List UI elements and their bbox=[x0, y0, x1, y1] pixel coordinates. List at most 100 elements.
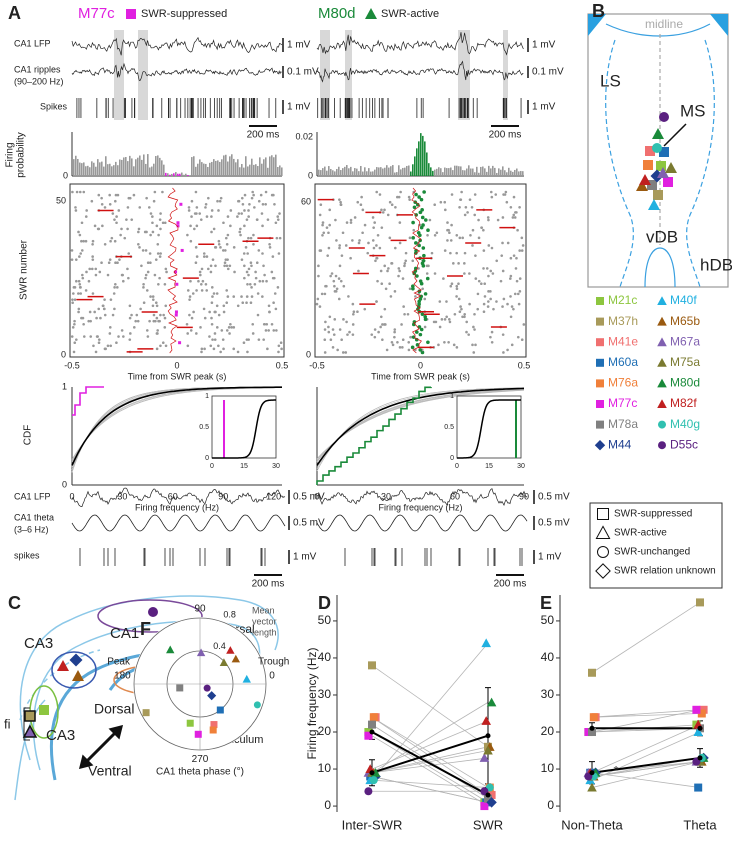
raster-dot bbox=[73, 319, 76, 323]
raster-dot bbox=[255, 261, 259, 265]
raster-dot bbox=[515, 256, 518, 260]
raster-dot bbox=[520, 249, 524, 252]
raster-dot bbox=[370, 333, 374, 336]
hist-bar bbox=[350, 166, 352, 176]
raster-dot bbox=[267, 329, 270, 332]
raster-dot bbox=[418, 210, 423, 215]
legend-marker bbox=[657, 358, 667, 367]
shape-legend-label: SWR-suppressed bbox=[614, 509, 692, 520]
raster-dot bbox=[420, 312, 425, 317]
neuron-point bbox=[481, 638, 491, 648]
neuron-point bbox=[694, 783, 703, 792]
raster-dot bbox=[185, 322, 189, 326]
raster-dot bbox=[504, 190, 508, 194]
raster-dot bbox=[158, 218, 162, 221]
raster-dot bbox=[162, 313, 165, 317]
raster-dot bbox=[245, 295, 249, 298]
raster-dot bbox=[257, 199, 261, 203]
panel-label: E bbox=[540, 593, 552, 613]
raster-dot bbox=[197, 279, 200, 283]
raster-dot bbox=[386, 269, 389, 273]
raster-dot bbox=[455, 346, 459, 349]
raster-dot bbox=[506, 348, 509, 352]
raster-dot bbox=[443, 200, 447, 204]
legend-marker bbox=[594, 440, 606, 451]
hist-bar bbox=[460, 166, 462, 176]
raster-dot bbox=[339, 279, 343, 283]
legend-label: M65b bbox=[670, 314, 700, 328]
y-tick-label: 20 bbox=[541, 724, 555, 738]
panel-b-anatomy bbox=[587, 13, 729, 288]
raster-dot bbox=[278, 212, 281, 215]
raster-dot bbox=[428, 218, 432, 222]
raster-dot bbox=[251, 322, 255, 326]
raster-dot bbox=[384, 323, 387, 326]
mean-point bbox=[589, 725, 595, 731]
raster-dot bbox=[92, 344, 95, 348]
raster-dot bbox=[329, 338, 333, 342]
raster-dot bbox=[190, 215, 193, 218]
scale-label: 1 mV bbox=[532, 40, 556, 51]
polar-point bbox=[166, 645, 175, 654]
y-tick-label: 0 bbox=[306, 349, 311, 359]
hist-bar bbox=[81, 163, 83, 176]
neuron-location bbox=[656, 161, 666, 171]
hist-bar bbox=[440, 168, 442, 176]
x-tick-label: 60 bbox=[168, 491, 178, 501]
raster-dot bbox=[215, 326, 219, 329]
r-axis-label: vector bbox=[252, 616, 277, 626]
raster-dot bbox=[463, 272, 466, 275]
raster-dot bbox=[415, 202, 420, 207]
raster-dot bbox=[247, 338, 250, 341]
neuron-location bbox=[639, 174, 651, 185]
raster-dot bbox=[152, 313, 156, 317]
shape-legend-marker bbox=[595, 525, 611, 539]
hist-bar bbox=[223, 155, 225, 176]
inset-tick-label: 0 bbox=[205, 455, 209, 462]
raster-dot bbox=[242, 341, 246, 344]
polar-point bbox=[226, 646, 235, 654]
raster-dot bbox=[174, 310, 178, 314]
hist-bar bbox=[426, 152, 428, 176]
neuron-line bbox=[371, 720, 489, 770]
raster-dot bbox=[434, 320, 438, 324]
y-tick-label: 0 bbox=[308, 170, 313, 180]
raster-dot bbox=[381, 211, 385, 214]
theta-tick-label: 0 bbox=[269, 671, 275, 682]
hist-bar bbox=[113, 165, 115, 176]
raster-dot bbox=[276, 286, 280, 289]
raster-dot bbox=[278, 236, 282, 240]
lfp-theta-trace bbox=[71, 487, 286, 507]
annotation: Peak bbox=[107, 657, 131, 668]
hist-bar bbox=[320, 170, 322, 176]
raster-dot bbox=[425, 276, 430, 281]
neuron-point bbox=[483, 745, 493, 755]
theta-tick-label: 180 bbox=[114, 671, 131, 682]
neuron-location bbox=[39, 705, 49, 715]
neuron-location bbox=[659, 112, 669, 122]
neuron-location bbox=[665, 162, 677, 173]
raster-dot bbox=[156, 329, 159, 332]
legend-label: M21c bbox=[608, 293, 637, 307]
raster-dot bbox=[473, 312, 476, 316]
raster-dot bbox=[351, 333, 355, 336]
hist-bar bbox=[374, 169, 376, 176]
neuron-location bbox=[57, 660, 69, 671]
raster-dot bbox=[119, 233, 122, 237]
neuron-point bbox=[364, 787, 373, 796]
raster-dot bbox=[447, 340, 450, 344]
raster-dot bbox=[352, 310, 356, 314]
raster-dot bbox=[89, 335, 93, 338]
raster-dot bbox=[208, 335, 211, 338]
raster-dot bbox=[453, 312, 457, 316]
inset-curve bbox=[212, 399, 276, 459]
hist-bar bbox=[380, 167, 382, 176]
raster-dot bbox=[449, 284, 453, 288]
raster-dot bbox=[340, 338, 343, 342]
hist-bar bbox=[512, 171, 514, 176]
x-tick-label: 30 bbox=[117, 491, 127, 501]
significance: * bbox=[613, 763, 618, 778]
raster-dot bbox=[316, 297, 320, 301]
hist-bar bbox=[486, 171, 488, 176]
